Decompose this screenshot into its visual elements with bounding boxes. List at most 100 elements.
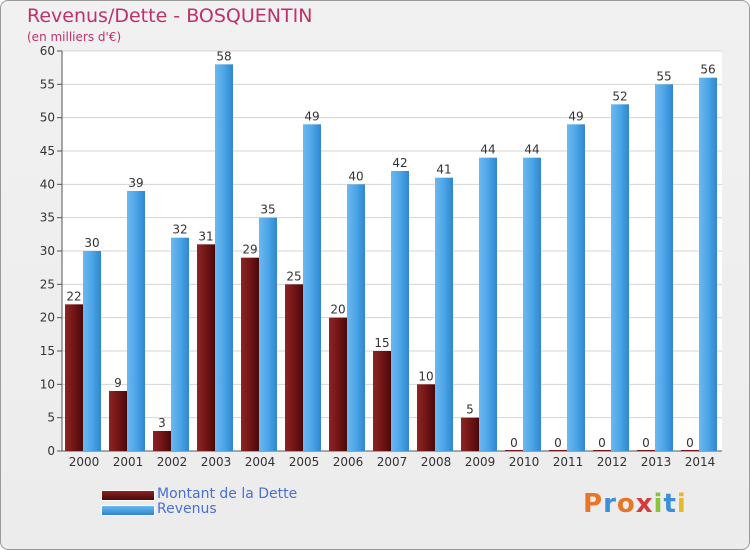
value-label-debt: 31 [198,229,213,243]
bar-revenue [699,77,717,452]
logo-letter: t [663,489,677,519]
bar-debt [637,450,655,451]
value-label-debt: 10 [418,369,433,383]
bar-revenue [655,84,673,451]
value-label-debt: 0 [510,436,518,450]
bar-debt [241,257,259,451]
bar-revenue [171,237,189,451]
value-label-revenue: 44 [524,143,539,157]
x-tick-label: 2011 [553,455,584,469]
value-label-debt: 5 [466,403,474,417]
bar-debt [153,431,171,451]
value-label-debt: 0 [642,436,650,450]
bar-debt [593,450,611,451]
x-tick-label: 2014 [685,455,716,469]
value-label-debt: 0 [598,436,606,450]
legend-swatch-revenue [101,505,155,516]
y-tick-label: 45 [40,144,55,158]
logo-letter: i [653,489,664,519]
bar-debt [329,317,347,451]
legend-label-debt: Montant de la Dette [157,486,298,502]
y-tick-label: 25 [40,277,55,291]
labels-layer: 22 30 9 39 3 32 31 58 29 35 25 49 20 40 15 42 10 41 5 44 0 44… [66,49,715,450]
value-label-revenue: 41 [436,163,451,177]
x-tick-label: 2008 [421,455,452,469]
value-label-revenue: 35 [260,203,275,217]
bar-debt [285,284,303,451]
bar-revenue [611,104,629,451]
x-tick-label: 2001 [113,455,144,469]
bar-revenue [259,217,277,451]
bar-debt [417,384,435,451]
x-tick-label: 2013 [641,455,672,469]
value-label-debt: 25 [286,269,301,283]
bar-debt [461,417,479,451]
value-label-revenue: 58 [216,49,231,63]
bar-debt [505,450,523,451]
value-label-debt: 3 [158,416,166,430]
bar-debt [681,450,699,451]
bar-revenue [303,124,321,451]
value-label-revenue: 32 [172,223,187,237]
y-tick-label: 40 [40,177,55,191]
value-label-debt: 0 [554,436,562,450]
y-tick-label: 5 [47,411,55,425]
value-label-revenue: 44 [480,143,495,157]
value-label-debt: 29 [242,243,257,257]
proxiti-logo: Proxiti [583,489,687,519]
y-tick-label: 50 [40,111,55,125]
value-label-debt: 22 [66,289,81,303]
bar-revenue [127,191,145,451]
logo-letter: i [676,489,687,519]
y-tick-label: 55 [40,77,55,91]
value-label-revenue: 40 [348,169,363,183]
legend-swatch-debt [101,490,155,501]
bar-revenue [391,171,409,451]
logo-letter: x [635,489,654,519]
value-label-debt: 20 [330,303,345,317]
x-tick-label: 2012 [597,455,628,469]
bar-revenue [523,157,541,451]
bar-debt [197,244,215,451]
logo-letter: o [616,489,636,519]
bar-revenue [479,157,497,451]
value-label-revenue: 30 [84,236,99,250]
value-label-revenue: 49 [568,109,583,123]
x-tick-label: 2005 [289,455,320,469]
value-label-debt: 9 [114,376,122,390]
bar-debt [549,450,567,451]
bar-debt [109,391,127,451]
value-label-revenue: 49 [304,109,319,123]
y-tick-label: 15 [40,344,55,358]
bar-revenue [435,177,453,451]
x-tick-label: 2009 [465,455,496,469]
value-label-revenue: 52 [612,89,627,103]
x-tick-label: 2006 [333,455,364,469]
bar-revenue [347,184,365,452]
x-tick-label: 2010 [509,455,540,469]
x-tick-label: 2002 [157,455,188,469]
y-tick-label: 20 [40,311,55,325]
y-tick-label: 35 [40,211,55,225]
bar-debt [373,351,391,451]
y-tick-label: 0 [47,444,55,458]
legend-label-revenue: Revenus [157,501,217,517]
x-tick-label: 2000 [69,455,100,469]
y-tick-label: 60 [40,44,55,58]
chart-title: Revenus/Dette - BOSQUENTIN [27,5,313,27]
value-label-revenue: 55 [656,69,671,83]
logo-letter: r [603,489,617,519]
value-label-revenue: 56 [700,63,715,77]
bar-revenue [83,251,101,451]
chart-subtitle: (en milliers d'€) [27,30,122,44]
y-tick-label: 30 [40,244,55,258]
logo-letter: P [583,489,604,519]
bar-revenue [215,64,233,452]
value-label-debt: 0 [686,436,694,450]
bar-revenue [567,124,585,451]
y-tick-label: 10 [40,377,55,391]
x-tick-label: 2007 [377,455,408,469]
